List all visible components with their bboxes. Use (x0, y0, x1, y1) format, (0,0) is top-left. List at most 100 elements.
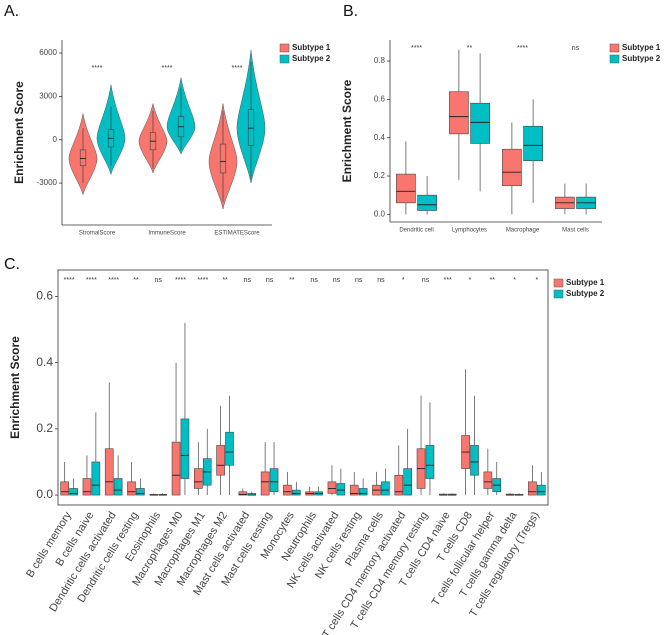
legend-label: Subtype 2 (566, 289, 605, 298)
box (225, 431, 234, 466)
box (417, 194, 437, 211)
legend-swatch (553, 289, 564, 299)
box (127, 481, 136, 496)
box (537, 484, 546, 496)
significance-label: **** (86, 277, 97, 284)
x-tick-label: Dendritic cell (399, 228, 433, 234)
box (216, 445, 225, 476)
box (349, 484, 359, 496)
significance-label: ns (333, 277, 341, 284)
y-tick-label: 0.6 (374, 94, 386, 103)
box (381, 481, 390, 496)
significance-label: ** (133, 277, 139, 284)
significance-label: * (402, 277, 405, 284)
box (194, 468, 203, 489)
significance-label: * (535, 277, 538, 284)
y-tick-label: 0.2 (374, 171, 386, 180)
box (269, 468, 279, 493)
y-tick-label: 0.4 (374, 133, 386, 142)
y-tick-label: 0 (53, 135, 58, 144)
box (470, 445, 479, 476)
significance-label: *** (444, 277, 452, 284)
significance-label: ns (422, 277, 430, 284)
significance-label: **** (175, 277, 186, 284)
box (403, 468, 412, 496)
significance-label: ** (467, 45, 473, 52)
box (394, 474, 404, 496)
x-tick-label: ESTIMATEScore (214, 231, 260, 237)
significance-label: **** (92, 65, 103, 72)
box (528, 481, 537, 496)
significance-label: ns (572, 45, 580, 52)
box (449, 91, 469, 135)
legend-label: Subtype 2 (622, 54, 661, 63)
box (260, 471, 270, 496)
significance-label: ns (377, 277, 385, 284)
significance-label: ns (355, 277, 363, 284)
significance-label: **** (197, 277, 208, 284)
y-tick-label: 6000 (39, 48, 57, 57)
y-tick-label: -3000 (37, 178, 58, 187)
box (91, 461, 101, 496)
box (69, 488, 78, 496)
box (113, 478, 123, 496)
y-tick-label: 3000 (39, 91, 57, 100)
box (238, 491, 248, 496)
box (336, 483, 346, 496)
panel-label: B. (343, 3, 358, 20)
box (470, 102, 490, 144)
significance-label: **** (232, 65, 243, 72)
y-tick-label: 0.6 (36, 289, 53, 303)
legend-swatch (609, 43, 620, 53)
box (136, 488, 145, 496)
box (180, 418, 190, 479)
box (79, 149, 87, 167)
legend-label: Subtype 1 (566, 278, 605, 287)
box (327, 481, 337, 494)
box (104, 448, 114, 496)
legend-swatch (553, 278, 564, 288)
significance-label: **** (517, 45, 528, 52)
box (396, 173, 416, 204)
y-axis-label: Enrichment Score (12, 81, 26, 184)
box (247, 109, 255, 146)
legend-label: Subtype 1 (622, 43, 661, 52)
x-tick-label: Mast cells (562, 228, 589, 234)
significance-label: * (469, 277, 472, 284)
legend-swatch (279, 43, 290, 53)
box (219, 143, 227, 174)
box (292, 489, 301, 496)
box (425, 445, 435, 479)
box (502, 148, 522, 186)
box (523, 125, 543, 161)
plot-border (57, 269, 549, 506)
significance-label: ns (155, 277, 163, 284)
x-tick-label: Macrophage (506, 228, 540, 234)
box (60, 481, 69, 496)
panel-label: C. (4, 256, 20, 273)
significance-label: ** (222, 277, 228, 284)
significance-label: **** (64, 277, 75, 284)
legend-swatch (609, 54, 620, 64)
box (483, 471, 493, 489)
significance-label: ** (490, 277, 496, 284)
box (171, 441, 181, 496)
panel-label: A. (4, 3, 19, 20)
y-axis-label: Enrichment Score (8, 336, 22, 439)
y-tick-label: 0.0 (36, 487, 53, 501)
box (358, 488, 368, 496)
box (82, 478, 92, 496)
y-tick-label: 0.4 (36, 355, 53, 369)
legend-label: Subtype 1 (292, 43, 331, 52)
y-axis-label: Enrichment Score (340, 79, 354, 182)
x-tick-label: ImmuneScore (148, 231, 186, 237)
legend-label: Subtype 2 (292, 54, 331, 63)
significance-label: **** (411, 45, 422, 52)
legend-swatch (279, 54, 290, 64)
significance-label: ** (289, 277, 295, 284)
significance-label: **** (162, 65, 173, 72)
x-tick-label: StromalScore (79, 231, 116, 237)
y-tick-label: 0.0 (374, 209, 386, 218)
significance-label: ns (244, 277, 252, 284)
